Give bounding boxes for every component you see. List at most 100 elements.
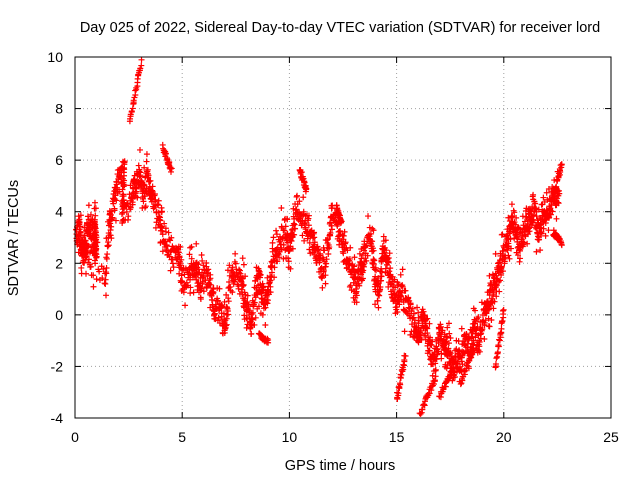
data-point	[232, 250, 239, 257]
data-point	[553, 183, 560, 190]
data-point	[222, 322, 229, 329]
data-point	[203, 285, 210, 292]
data-point	[215, 314, 222, 321]
data-point	[402, 352, 409, 359]
data-point	[186, 251, 193, 258]
data-point	[259, 311, 266, 318]
data-point	[495, 342, 502, 349]
data-point	[459, 361, 466, 368]
data-point	[267, 277, 274, 284]
data-point	[395, 390, 402, 397]
data-point	[490, 305, 497, 312]
data-point	[322, 260, 329, 267]
data-point	[82, 247, 89, 254]
data-point	[141, 164, 148, 171]
data-point	[417, 410, 424, 417]
data-point	[327, 229, 334, 236]
data-point	[240, 282, 247, 289]
data-point	[319, 284, 326, 291]
data-point	[506, 255, 513, 262]
data-point	[514, 252, 521, 259]
data-point	[394, 309, 401, 316]
data-point	[121, 159, 128, 166]
data-point	[167, 237, 174, 244]
data-point	[540, 225, 547, 232]
data-point	[111, 207, 118, 214]
data-point	[402, 287, 409, 294]
data-point	[516, 258, 523, 265]
data-point	[306, 246, 313, 253]
data-point	[137, 146, 144, 153]
data-point	[356, 282, 363, 289]
data-point	[557, 167, 564, 174]
data-point	[285, 258, 292, 265]
data-point	[400, 361, 407, 368]
data-point	[386, 250, 393, 257]
data-point	[90, 283, 97, 290]
data-point	[449, 367, 456, 374]
data-point	[315, 246, 322, 253]
data-point	[135, 162, 142, 169]
data-point	[224, 311, 231, 318]
data-point	[92, 205, 99, 212]
data-point	[558, 161, 565, 168]
data-point	[361, 263, 368, 270]
data-point	[523, 214, 530, 221]
data-point	[108, 223, 115, 230]
data-point	[382, 237, 389, 244]
data-point	[177, 260, 184, 267]
data-point	[442, 333, 449, 340]
data-point	[488, 317, 495, 324]
x-tick-label: 5	[178, 429, 186, 445]
data-point	[271, 264, 278, 271]
data-point	[545, 227, 552, 234]
data-point	[492, 361, 499, 368]
data-point	[158, 209, 165, 216]
data-point	[369, 238, 376, 245]
x-tick-label: 15	[389, 429, 405, 445]
data-point	[205, 266, 212, 273]
data-point	[232, 260, 239, 267]
data-point	[497, 277, 504, 284]
data-point	[324, 236, 331, 243]
data-point	[239, 255, 246, 262]
data-point	[520, 241, 527, 248]
data-point	[481, 319, 488, 326]
data-point	[353, 292, 360, 299]
data-point	[195, 261, 202, 268]
data-point	[475, 314, 482, 321]
data-point	[524, 220, 531, 227]
data-point	[138, 56, 145, 63]
data-point	[449, 377, 456, 384]
data-point	[505, 252, 512, 259]
data-point	[397, 271, 404, 278]
data-point	[524, 240, 531, 247]
data-point	[130, 97, 137, 104]
data-point	[197, 294, 204, 301]
data-point	[242, 273, 249, 280]
data-point	[348, 287, 355, 294]
data-point	[178, 272, 185, 279]
data-point	[225, 298, 232, 305]
data-point	[476, 348, 483, 355]
data-point	[121, 166, 128, 173]
data-point	[479, 326, 486, 333]
data-point	[177, 279, 184, 286]
data-point	[112, 217, 119, 224]
data-point	[120, 179, 127, 186]
data-point	[306, 239, 313, 246]
data-point	[447, 334, 454, 341]
data-point	[113, 197, 120, 204]
data-point	[265, 339, 272, 346]
data-point	[114, 184, 121, 191]
data-point	[363, 257, 370, 264]
data-point	[239, 282, 246, 289]
data-point	[107, 232, 114, 239]
data-point	[289, 245, 296, 252]
data-point	[262, 304, 269, 311]
chart-title: Day 025 of 2022, Sidereal Day-to-day VTE…	[80, 20, 600, 36]
data-point	[314, 243, 321, 250]
data-point	[538, 230, 545, 237]
data-point	[501, 258, 508, 265]
data-point	[109, 214, 116, 221]
